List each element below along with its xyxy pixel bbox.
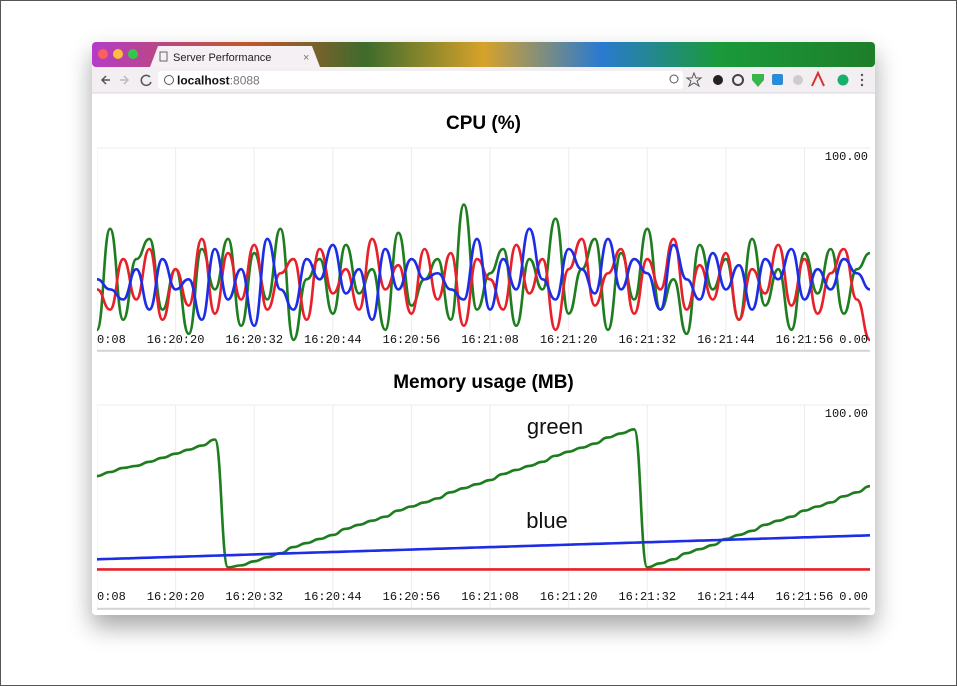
tab-title: Server Performance	[173, 52, 271, 64]
minimize-button[interactable]	[113, 49, 123, 59]
menu-button[interactable]	[861, 74, 863, 86]
x-tick-label: 16:20:32	[225, 333, 283, 347]
y-tick-label: 0.00	[839, 333, 868, 347]
x-tick-label: 16:20:44	[304, 333, 362, 347]
extension-icon[interactable]	[793, 75, 803, 85]
x-tick-label: 16:21:44	[697, 590, 755, 604]
x-tick-label: 16:21:32	[618, 590, 676, 604]
chart-title: Memory usage (MB)	[393, 372, 574, 393]
x-tick-label: 16:20:56	[383, 590, 441, 604]
x-tick-label: 16:21:20	[540, 333, 598, 347]
x-tick-label: 16:21:08	[461, 590, 519, 604]
x-tick-label: 16:20:32	[225, 590, 283, 604]
annotation: green	[527, 414, 583, 439]
x-tick-label: 16:20:20	[147, 333, 205, 347]
close-button[interactable]	[98, 49, 108, 59]
x-tick-label: 16:21:44	[697, 333, 755, 347]
annotation: blue	[526, 508, 568, 533]
x-tick-label: 16:21:56	[776, 333, 834, 347]
y-tick-label: 100.00	[825, 407, 868, 421]
url-port: :8088	[230, 74, 260, 88]
zoom-button[interactable]	[128, 49, 138, 59]
extension-icon[interactable]	[713, 75, 723, 85]
x-tick-label: 16:21:20	[540, 590, 598, 604]
tab-close[interactable]: ×	[303, 52, 309, 64]
x-tick-label: 16:20:44	[304, 590, 362, 604]
url-host: localhost	[177, 74, 230, 88]
x-tick-label: 16:21:08	[461, 333, 519, 347]
extension-icon[interactable]	[772, 74, 783, 85]
y-tick-label: 0.00	[839, 590, 868, 604]
url: localhost:8088	[177, 74, 260, 88]
extension-icon[interactable]	[838, 75, 849, 86]
x-tick-label: 16:20:20	[147, 590, 205, 604]
screenshot: Server Performance × localhost:8088 CPU …	[0, 0, 957, 686]
x-tick-label: 16:21:56	[776, 590, 834, 604]
chart-title: CPU (%)	[446, 113, 521, 134]
x-tick-label: 16:20:56	[383, 333, 441, 347]
y-tick-label: 100.00	[825, 150, 868, 164]
x-tick-label: 16:21:32	[618, 333, 676, 347]
